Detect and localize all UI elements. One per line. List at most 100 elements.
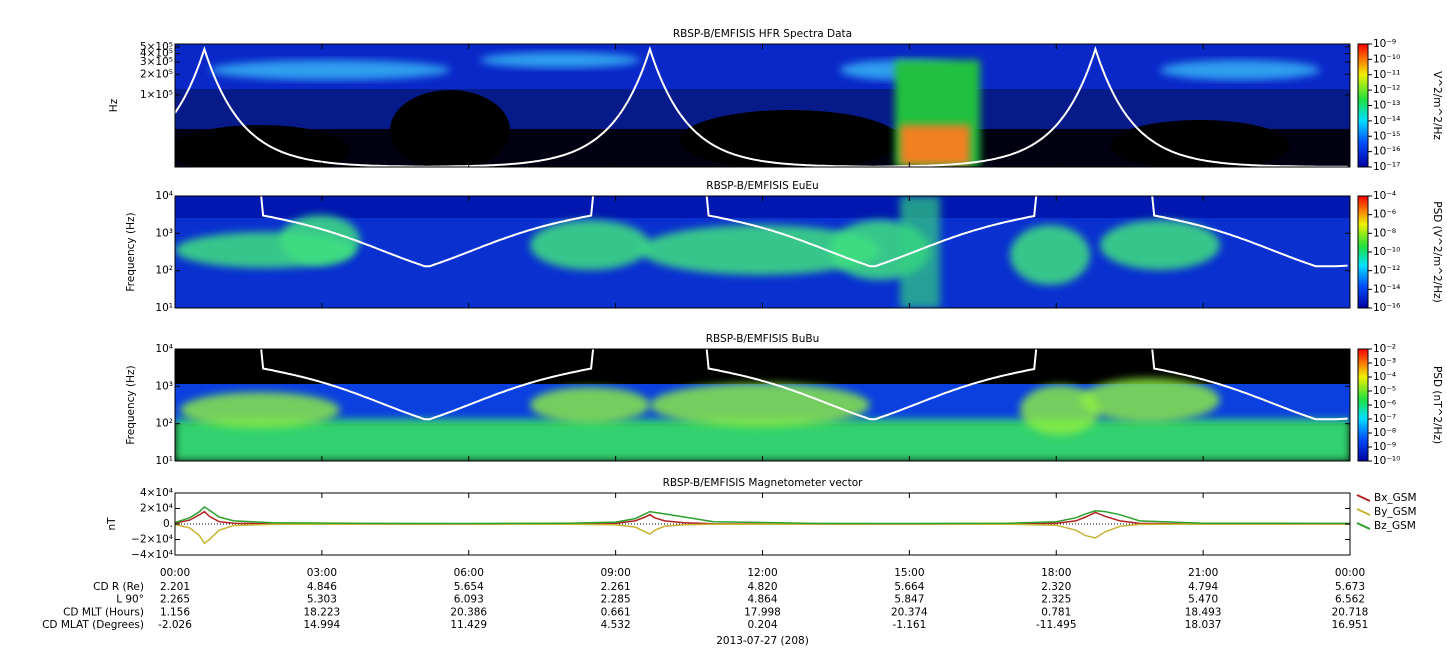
y-tick-label: 10² (155, 418, 173, 430)
ephemeris-value: 20.374 (891, 606, 928, 618)
colorbar (1357, 43, 1369, 168)
y-tick-label: 10⁴ (155, 343, 173, 355)
ephemeris-value: 16.951 (1332, 619, 1369, 631)
x-tick-label: 09:00 (600, 567, 630, 579)
spectrogram-background (900, 125, 970, 165)
colorbar-tick-label: 10⁻¹³ (1373, 100, 1400, 112)
ephemeris-label: L 90° (116, 594, 144, 606)
ephemeris-value: 2.285 (601, 594, 631, 606)
colorbar-tick-label: 10⁻⁶ (1373, 209, 1396, 221)
y-tick-label: 10⁴ (155, 190, 173, 202)
ephemeris-value: 4.846 (307, 581, 337, 593)
colorbar-tick-label: 10⁻¹⁰ (1373, 246, 1400, 258)
colorbar-tick-label: 10⁻⁵ (1373, 385, 1396, 397)
line-series (174, 510, 1350, 525)
panel-title: RBSP-B/EMFISIS HFR Spectra Data (673, 28, 852, 40)
y-tick-label: 10³ (155, 380, 173, 392)
overlay-curve (260, 196, 1348, 268)
spectrogram-background (1020, 385, 1100, 435)
legend-swatch (1356, 508, 1371, 516)
ephemeris-value: 11.429 (450, 619, 487, 631)
ephemeris-value: 5.303 (307, 594, 337, 606)
ephemeris-value: 2.261 (601, 581, 631, 593)
y-tick-label: 10² (155, 265, 173, 277)
ephemeris-value: 2.325 (1041, 594, 1071, 606)
ephemeris-value: 5.673 (1335, 581, 1365, 593)
ephemeris-value: 2.201 (160, 581, 190, 593)
panel-title: RBSP-B/EMFISIS Magnetometer vector (663, 477, 864, 489)
ephemeris-value: 20.718 (1332, 606, 1369, 618)
ephemeris-value: 5.664 (894, 581, 924, 593)
spectrogram-background (280, 215, 360, 265)
spectrogram-background (900, 196, 940, 308)
colorbar-tick-label: 10⁻⁸ (1373, 427, 1396, 439)
colorbar-tick-label: 10⁻¹⁰ (1373, 53, 1400, 65)
ephemeris-label: CD R (Re) (93, 581, 144, 593)
colorbar-tick-label: 10⁻¹⁶ (1373, 302, 1400, 314)
y-tick-label: 2×10⁴ (140, 503, 173, 515)
colorbar-tick-label: 10⁻¹⁷ (1373, 161, 1400, 173)
ephemeris-value: 18.037 (1185, 619, 1222, 631)
colorbar-tick-label: 10⁻¹¹ (1373, 69, 1400, 81)
panel-title: RBSP-B/EMFISIS EuEu (706, 180, 818, 192)
legend-label: Bx_GSM (1374, 492, 1417, 504)
colorbar-tick-label: 10⁻⁹ (1373, 441, 1396, 453)
x-tick-label: 15:00 (894, 567, 924, 579)
colorbar-label: PSD (nT^2/Hz) (1431, 366, 1443, 444)
spectrogram-background (1080, 378, 1220, 422)
ephemeris-value: 4.864 (747, 594, 777, 606)
line-series (174, 505, 1351, 525)
colorbar-tick-label: 10⁻¹² (1373, 265, 1400, 277)
spectrogram-background (650, 383, 870, 427)
spectrogram-background (530, 387, 650, 423)
colorbar-tick-label: 10⁻³ (1373, 357, 1396, 369)
spectrogram-background (210, 60, 450, 80)
y-axis-label: nT (106, 517, 118, 531)
x-tick-label: 21:00 (1188, 567, 1218, 579)
ephemeris-value: 1.156 (160, 606, 190, 618)
colorbar-tick-label: 10⁻⁹ (1373, 38, 1396, 50)
spectrogram (175, 349, 1350, 461)
y-tick-label: 2×10⁵ (140, 68, 173, 80)
spectrogram-background (175, 125, 350, 167)
y-tick-label: 10³ (155, 227, 173, 239)
spectrogram-background (1100, 220, 1220, 270)
y-tick-label: 10¹ (155, 302, 173, 314)
ephemeris-label: CD MLAT (Degrees) (42, 619, 144, 631)
y-tick-label: −4×10⁴ (131, 549, 173, 561)
spectrogram-background (390, 90, 510, 167)
colorbar-tick-label: 10⁻⁴ (1373, 190, 1396, 202)
y-tick-label: 4×10⁴ (140, 487, 173, 499)
y-tick-label: 10¹ (155, 455, 173, 467)
y-axis-label: Hz (108, 98, 120, 112)
ephemeris-value: -2.026 (158, 619, 192, 631)
ephemeris-value: 5.470 (1188, 594, 1218, 606)
spectrogram-background (480, 52, 640, 68)
colorbar-tick-label: 10⁻¹⁶ (1373, 146, 1400, 158)
y-axis-label: Frequency (Hz) (125, 212, 137, 291)
x-tick-label: 12:00 (747, 567, 777, 579)
y-tick-label: 3×10⁵ (140, 56, 173, 68)
colorbar-tick-label: 10⁻¹⁵ (1373, 130, 1400, 142)
ephemeris-value: 5.654 (454, 581, 484, 593)
ephemeris-value: 5.847 (894, 594, 924, 606)
legend-label: By_GSM (1374, 506, 1417, 518)
x-tick-label: 18:00 (1041, 567, 1071, 579)
legend-swatch (1356, 522, 1371, 530)
x-tick-label: 03:00 (307, 567, 337, 579)
colorbar-tick-label: 10⁻⁶ (1373, 399, 1396, 411)
spectrogram (175, 44, 1350, 167)
line-series (174, 523, 1350, 545)
y-tick-label: 0. (163, 518, 173, 530)
panel-title: RBSP-B/EMFISIS BuBu (706, 333, 820, 345)
spectrogram-background (530, 220, 650, 270)
y-axis-label: Frequency (Hz) (125, 365, 137, 444)
ephemeris-value: 2.265 (160, 594, 190, 606)
x-axis-label: 2013-07-27 (208) (716, 635, 809, 647)
spectrogram-background (640, 225, 880, 275)
ephemeris-value: 6.562 (1335, 594, 1365, 606)
x-tick-label: 06:00 (454, 567, 484, 579)
spectrogram-background (680, 110, 900, 167)
colorbar-tick-label: 10⁻¹⁴ (1373, 115, 1400, 127)
